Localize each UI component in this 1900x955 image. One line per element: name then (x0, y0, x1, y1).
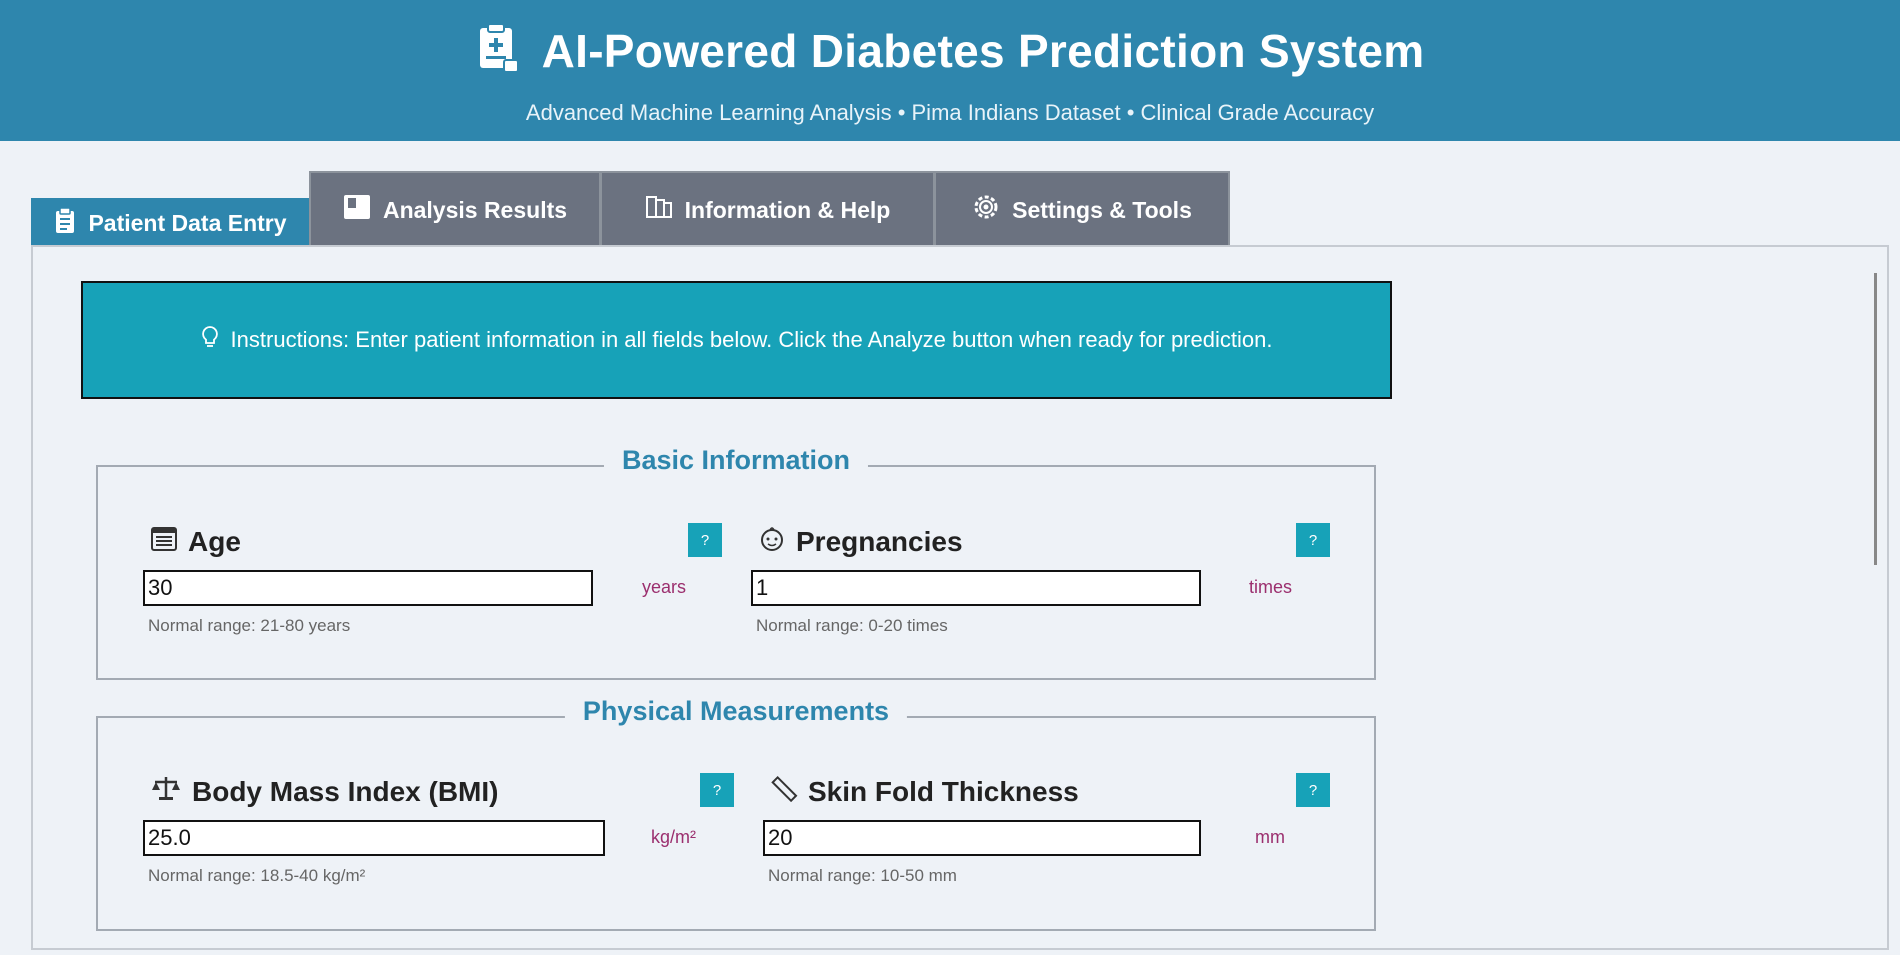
skin-fold-label: Skin Fold Thickness (770, 774, 1079, 809)
clipboard-icon (54, 206, 76, 240)
instructions-banner: Instructions: Enter patient information … (81, 281, 1392, 399)
lightbulb-icon (201, 325, 219, 355)
basic-information-group: Basic Information (96, 445, 1376, 680)
title-row: AI-Powered Diabetes Prediction System (0, 22, 1900, 79)
age-range-hint: Normal range: 21-80 years (148, 616, 351, 635)
skin-fold-range-hint: Normal range: 10-50 mm (768, 866, 957, 885)
ruler-icon (770, 774, 798, 809)
age-help-button[interactable]: ? (688, 523, 722, 557)
books-icon (645, 195, 673, 225)
skin-fold-unit: mm (1255, 827, 1285, 847)
age-input[interactable] (143, 570, 593, 606)
tab-label: Analysis Results (382, 196, 568, 223)
bmi-input[interactable] (143, 820, 605, 856)
age-label: Age (150, 524, 241, 559)
group-title-physical: Physical Measurements (564, 696, 908, 727)
app-title: AI-Powered Diabetes Prediction System (541, 24, 1425, 77)
bmi-unit: kg/m² (651, 827, 696, 847)
pregnancies-unit: times (1249, 577, 1293, 597)
app-header: AI-Powered Diabetes Prediction System Ad… (0, 0, 1900, 141)
tab-label: Settings & Tools (1012, 196, 1192, 223)
instructions-text: Instructions: Enter patient information … (230, 327, 1273, 352)
age-label-text: Age (188, 525, 241, 557)
tab-information-help[interactable]: Information & Help (600, 171, 935, 247)
pregnancies-input[interactable] (751, 570, 1201, 606)
scale-icon (150, 774, 182, 809)
tab-patient-data-entry[interactable]: Patient Data Entry (31, 198, 310, 247)
tab-settings-tools[interactable]: Settings & Tools (934, 171, 1230, 247)
scrollbar-thumb[interactable] (1874, 273, 1877, 565)
app-subtitle: Advanced Machine Learning Analysis • Pim… (525, 100, 1375, 125)
pregnancies-range-hint: Normal range: 0-20 times (756, 616, 948, 635)
bmi-range-hint: Normal range: 18.5-40 kg/m² (148, 866, 366, 885)
age-unit: years (642, 577, 687, 597)
tab-label: Patient Data Entry (88, 210, 287, 236)
skin-fold-input[interactable] (763, 820, 1201, 856)
tab-analysis-results[interactable]: Analysis Results (309, 171, 601, 247)
group-title-basic: Basic Information (603, 445, 869, 476)
bmi-label-text: Body Mass Index (BMI) (192, 775, 499, 807)
bmi-help-button[interactable]: ? (700, 773, 734, 807)
pregnancies-label-text: Pregnancies (796, 525, 963, 557)
vertical-scrollbar[interactable] (1860, 250, 1884, 945)
pregnancies-label: Pregnancies (758, 524, 963, 559)
tab-label: Information & Help (684, 196, 891, 223)
bmi-label: Body Mass Index (BMI) (150, 774, 498, 809)
skin-fold-help-button[interactable]: ? (1296, 773, 1330, 807)
clipboard-medical-icon (476, 22, 520, 79)
baby-icon (758, 524, 786, 559)
pregnancies-help-button[interactable]: ? (1296, 523, 1330, 557)
chart-box-icon (343, 194, 371, 226)
skin-fold-label-text: Skin Fold Thickness (808, 775, 1079, 807)
gear-icon (972, 193, 1000, 227)
physical-measurements-group: Physical Measurements (96, 696, 1376, 931)
calendar-icon (150, 524, 178, 559)
